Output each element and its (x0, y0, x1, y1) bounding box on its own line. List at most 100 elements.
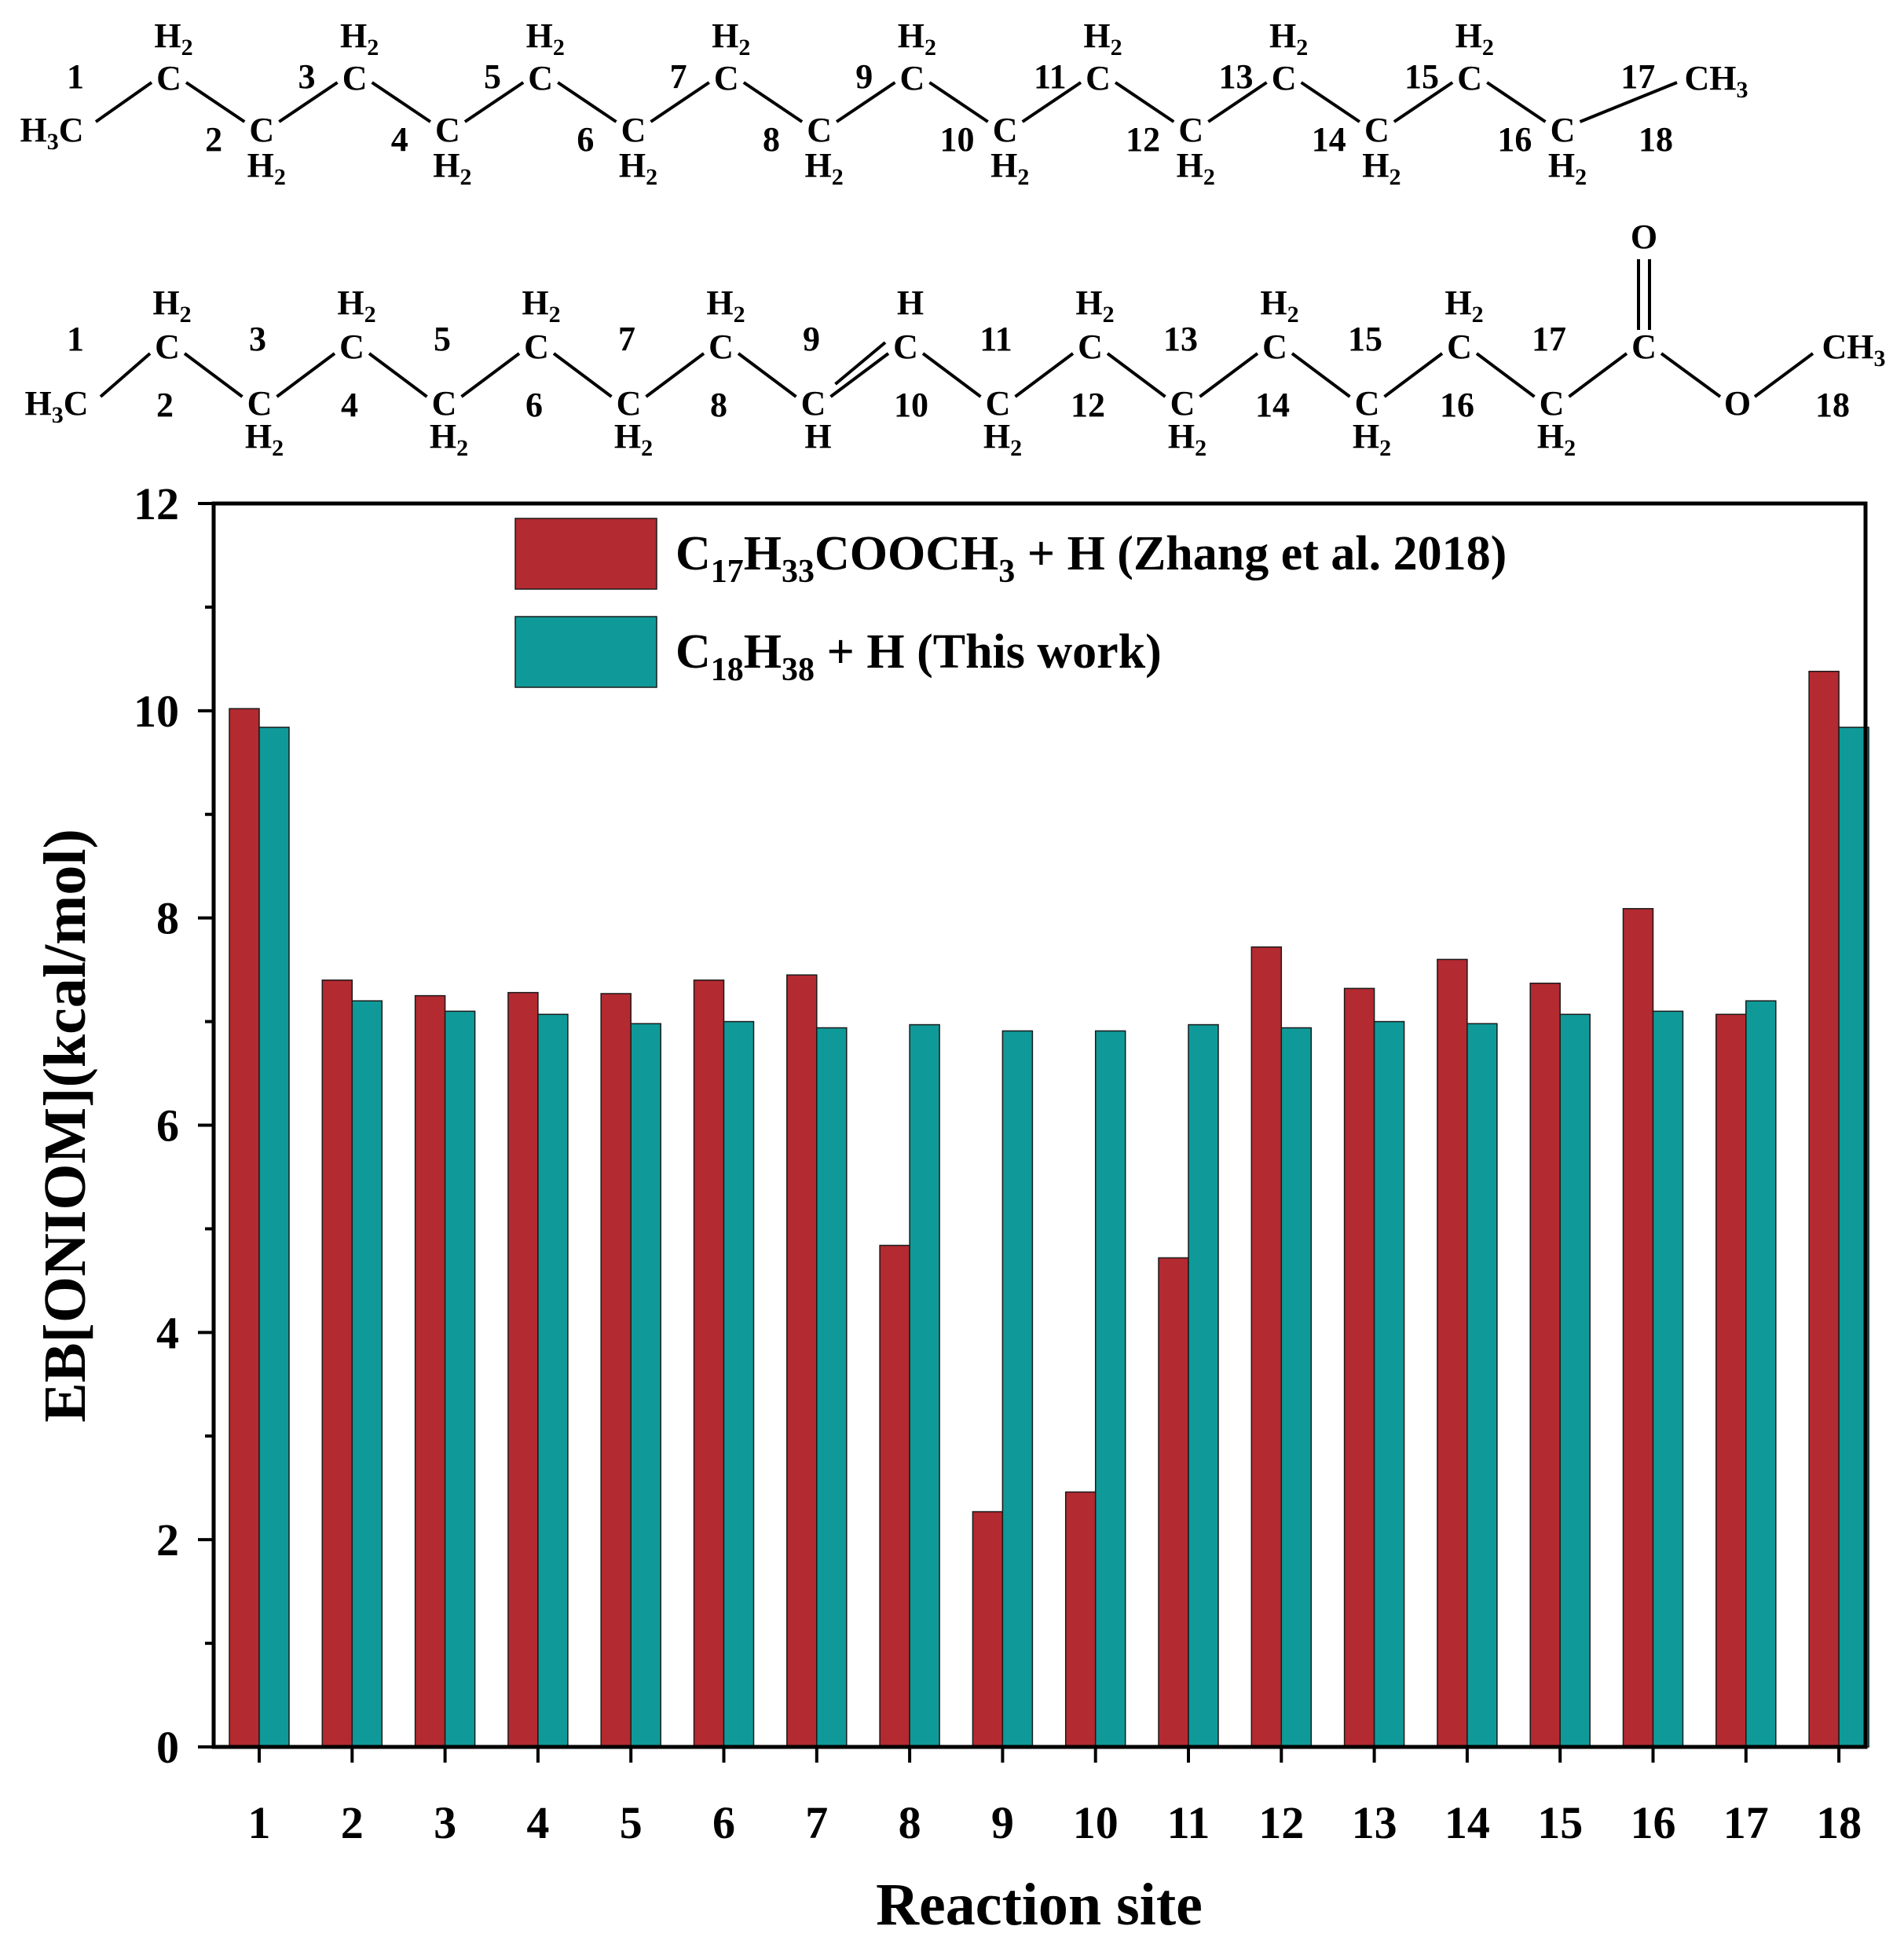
position-number: 7 (618, 320, 635, 358)
atom-label: C (342, 59, 368, 97)
position-number: 1 (67, 57, 84, 96)
bond (1383, 352, 1444, 398)
x-tick-label: 16 (1631, 1797, 1676, 1848)
position-number: 12 (1071, 386, 1105, 424)
legend: C17H33COOCH3 + H (Zhang et al. 2018) C18H… (514, 518, 1507, 688)
bar-zhang-site-16 (1622, 908, 1654, 1748)
x-tick-label: 8 (899, 1797, 921, 1848)
bar-zhang-site-5 (600, 993, 632, 1748)
x-tick-label: 13 (1352, 1797, 1397, 1848)
position-number: 4 (341, 386, 358, 424)
position-number: 8 (710, 386, 727, 424)
x-tick-label: 4 (526, 1797, 549, 1848)
atom-label: C (1551, 111, 1576, 149)
bond (835, 81, 896, 123)
bond (1579, 81, 1678, 123)
position-number: 15 (1404, 57, 1439, 96)
h-label: H2 (1177, 146, 1215, 190)
position-number: 12 (1126, 120, 1160, 159)
y-axis: 0 2 4 6 8 10 12 (134, 478, 214, 1773)
y-axis-title: EB[ONIOM](kcal/mol) (32, 829, 98, 1423)
bar-thiswork-site-13 (1373, 1020, 1405, 1748)
atom-label: C (1272, 59, 1297, 97)
position-number: 14 (1312, 120, 1346, 159)
atom-label: C (1178, 111, 1203, 149)
atom-label: C (155, 328, 180, 366)
h-label: H2 (1269, 16, 1308, 60)
bond (1199, 352, 1259, 398)
y-tick-label: 6 (156, 1100, 179, 1152)
h-label: H2 (1353, 417, 1391, 461)
x-tick-label: 15 (1537, 1797, 1583, 1848)
position-number: 4 (391, 120, 408, 159)
atom-label-ester-o: O (1724, 384, 1751, 423)
position-number: 18 (1815, 386, 1850, 424)
legend-label: C18H38 + H (This work) (676, 625, 1162, 688)
h-label: H (804, 417, 831, 456)
h-label: H2 (430, 417, 468, 461)
bond (829, 352, 890, 398)
bar-thiswork-site-6 (723, 1020, 755, 1748)
h-label: H2 (1444, 284, 1483, 328)
position-number: 5 (434, 320, 451, 358)
bar-zhang-site-10 (1064, 1491, 1097, 1748)
bond (834, 341, 887, 386)
atom-label: C (1086, 59, 1111, 97)
position-number: 14 (1255, 386, 1290, 424)
x-tick-label: 3 (434, 1797, 456, 1848)
position-number: 6 (525, 386, 543, 424)
bond (737, 352, 797, 398)
atom-label: C (1457, 59, 1482, 97)
bond (1021, 81, 1082, 123)
h-label: H2 (898, 16, 936, 60)
bar-thiswork-site-4 (537, 1013, 569, 1748)
bond (371, 81, 432, 123)
x-tick-label: 5 (620, 1797, 643, 1848)
bar-zhang-site-17 (1715, 1013, 1747, 1748)
bar-thiswork-site-3 (444, 1010, 476, 1748)
x-tick-label: 10 (1073, 1797, 1119, 1848)
bond (99, 352, 152, 398)
bond (94, 81, 153, 123)
atom-label: C (524, 328, 549, 366)
atom-label: C (1170, 384, 1195, 423)
bond (460, 352, 521, 398)
bar-zhang-site-6 (693, 979, 725, 1748)
bar-zhang-site-13 (1343, 987, 1375, 1748)
h-label: H2 (433, 146, 471, 190)
bar-thiswork-site-7 (816, 1027, 848, 1748)
y-tick-label: 0 (156, 1722, 179, 1773)
legend-swatch (514, 518, 657, 590)
h-label: H2 (1537, 417, 1576, 461)
x-tick-label: 6 (712, 1797, 735, 1848)
atom-label-h3c: H3C (24, 384, 88, 428)
bond (650, 81, 710, 123)
bond (463, 81, 525, 123)
atom-label: C (893, 328, 918, 366)
h-label: H2 (1548, 146, 1587, 190)
bar-zhang-site-4 (507, 991, 539, 1748)
position-number: 2 (205, 120, 222, 159)
atom-label: C (339, 328, 364, 366)
position-number: 10 (894, 386, 928, 424)
bar-zhang-site-15 (1529, 983, 1561, 1748)
bar-thiswork-site-9 (1001, 1030, 1034, 1748)
h-label: H2 (1362, 146, 1401, 190)
x-tick-label: 11 (1167, 1797, 1210, 1848)
atom-label-carbonyl-o: O (1631, 218, 1657, 256)
h-label: H2 (1455, 16, 1494, 60)
h-label: H2 (154, 16, 192, 60)
atom-label: C (617, 384, 642, 423)
atom-label: C (1078, 328, 1103, 366)
atom-label: C (435, 111, 460, 149)
x-tick-label: 17 (1723, 1797, 1769, 1848)
h-label: H2 (526, 16, 565, 60)
h-label: H2 (1083, 16, 1122, 60)
h-label: H2 (804, 146, 843, 190)
h-label: H2 (245, 417, 284, 461)
position-number: 17 (1620, 57, 1655, 96)
bar-zhang-site-2 (321, 979, 353, 1748)
position-number: 13 (1218, 57, 1253, 96)
h-label: H2 (712, 16, 750, 60)
bond (1300, 81, 1361, 123)
